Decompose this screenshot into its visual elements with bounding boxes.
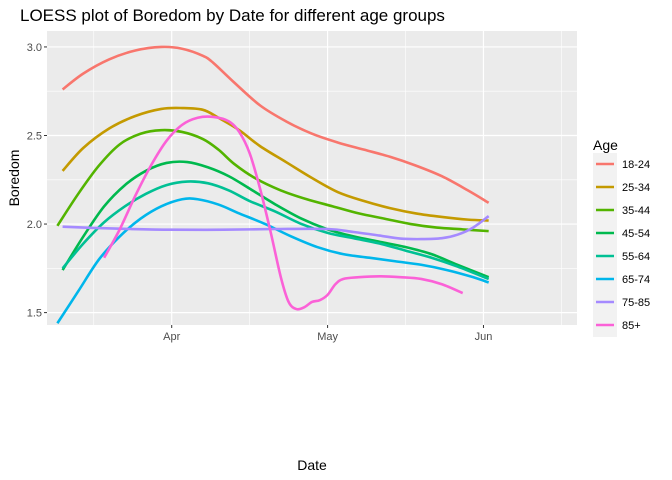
legend-item-85+: 85+ [593, 314, 641, 337]
legend-title: Age [593, 137, 618, 153]
y-tick-label: 1.5 [27, 308, 42, 320]
legend-item-25-34: 25-34 [593, 176, 650, 199]
series-line-55-64 [61, 180, 490, 281]
legend-item-45-54: 45-54 [593, 222, 650, 245]
y-tick-label: 2.5 [27, 130, 42, 142]
series-line-18-24 [61, 45, 490, 204]
series-line-85+ [103, 115, 464, 311]
x-axis: Apr May Jun [163, 325, 492, 343]
legend-label: 35-44 [622, 205, 650, 217]
legend-label: 75-85 [622, 297, 650, 309]
legend-label: 65-74 [622, 274, 650, 286]
x-tick-label: Apr [163, 331, 180, 343]
series-line-65-74 [56, 197, 490, 324]
y-tick-label: 3.0 [27, 42, 42, 54]
x-axis-title: Date [297, 457, 327, 473]
legend-label: 18-24 [622, 159, 650, 171]
legend-item-75-85: 75-85 [593, 291, 650, 314]
y-axis-title: Boredom [6, 150, 22, 207]
legend-item-35-44: 35-44 [593, 199, 650, 222]
x-tick-label: May [317, 331, 338, 343]
y-tick-label: 2.0 [27, 219, 42, 231]
series-line-25-34 [61, 106, 489, 222]
legend-label: 85+ [622, 320, 641, 332]
x-tick-label: Jun [475, 331, 493, 343]
legend-item-18-24: 18-24 [593, 153, 650, 176]
legend-label: 45-54 [622, 228, 650, 240]
series-line-45-54 [61, 160, 490, 279]
chart-title: LOESS plot of Boredom by Date for differ… [20, 6, 445, 25]
minor-gridlines [47, 31, 577, 325]
legend-item-55-64: 55-64 [593, 245, 650, 268]
series-line-75-85 [62, 215, 490, 241]
legend: Age 18-24 25-34 35-44 45-54 55-64 65-74 75-85 8… [593, 137, 650, 337]
legend-label: 55-64 [622, 251, 650, 263]
y-axis: 1.5 2.0 2.5 3.0 [27, 42, 47, 320]
series-line-35-44 [56, 128, 489, 233]
legend-label: 25-34 [622, 182, 650, 194]
series-lines [56, 45, 490, 324]
legend-item-65-74: 65-74 [593, 268, 650, 291]
